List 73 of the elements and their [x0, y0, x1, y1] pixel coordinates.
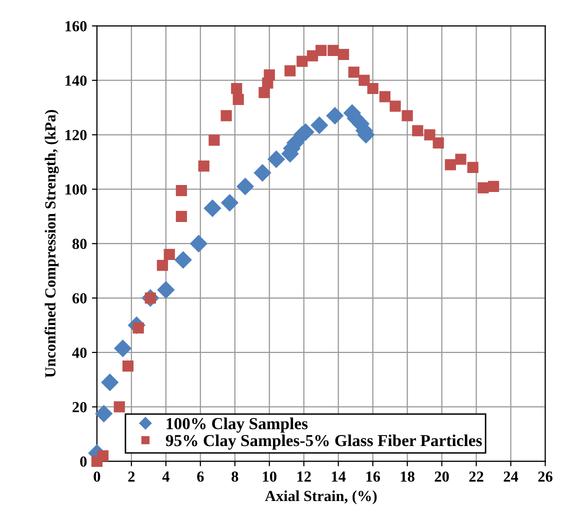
point [221, 194, 238, 212]
point [348, 66, 360, 78]
y-axis-title: Unconfined Compression Strength, (kPa) [44, 110, 59, 378]
y-tick-label: 20 [72, 402, 87, 412]
y-tick-label: 80 [72, 238, 87, 250]
point [432, 137, 444, 148]
legend-label: 95% Clay Samples-5% Glass Fiber Particles [166, 434, 482, 450]
y-tick-label: 120 [66, 130, 87, 140]
point [328, 44, 339, 56]
point [268, 150, 285, 168]
x-tick-label: 16 [366, 471, 380, 482]
point [157, 281, 174, 298]
point [254, 164, 272, 182]
point [190, 235, 208, 252]
point [204, 200, 222, 217]
point [208, 134, 220, 146]
point [122, 360, 134, 372]
y-tick-label: 160 [66, 21, 87, 32]
x-tick-label: 18 [400, 471, 414, 482]
x-axis-title: Axial Strain, (%) [265, 490, 377, 504]
point [114, 340, 132, 357]
legend-label: 100% Clay Samples [166, 418, 308, 433]
point [338, 48, 350, 60]
point [367, 82, 378, 94]
point [379, 91, 390, 102]
y-tick-label: 0 [80, 456, 87, 467]
point [310, 116, 328, 134]
point [424, 129, 436, 140]
y-tick-label: 140 [66, 75, 87, 86]
point [488, 180, 500, 192]
point [412, 125, 424, 136]
x-tick-label: 10 [262, 471, 276, 482]
point [114, 401, 125, 412]
x-tick-label: 22 [469, 471, 484, 482]
point [176, 210, 187, 222]
point [455, 154, 466, 165]
point [258, 87, 270, 98]
point [264, 69, 275, 80]
point [358, 74, 370, 86]
point [176, 184, 187, 196]
x-tick-label: 24 [504, 471, 518, 482]
x-tick-label: 26 [538, 471, 552, 482]
point [95, 405, 112, 422]
point [467, 162, 478, 173]
point [296, 56, 308, 67]
y-tick-label: 60 [72, 293, 87, 304]
point [97, 450, 109, 462]
point [164, 248, 175, 260]
x-tick-label: 8 [232, 471, 238, 482]
point [316, 44, 327, 56]
y-tick-label: 40 [72, 348, 87, 358]
x-tick-label: 12 [297, 471, 311, 482]
point [444, 159, 456, 170]
x-tick-label: 4 [162, 472, 170, 482]
point [284, 65, 296, 76]
point [232, 94, 244, 105]
y-tick-label: 100 [66, 184, 87, 195]
point [326, 107, 344, 124]
point [220, 110, 232, 122]
point [156, 260, 168, 271]
point [236, 178, 254, 196]
x-tick-label: 14 [332, 472, 346, 482]
x-tick-label: 20 [434, 471, 449, 482]
point [402, 110, 413, 122]
point [231, 82, 242, 94]
point [198, 160, 210, 172]
point [390, 100, 401, 112]
point [478, 182, 489, 194]
point [101, 374, 118, 391]
point [174, 251, 192, 268]
x-tick-label: 0 [94, 471, 100, 482]
x-tick-label: 6 [197, 471, 204, 482]
x-tick-label: 2 [128, 471, 135, 482]
